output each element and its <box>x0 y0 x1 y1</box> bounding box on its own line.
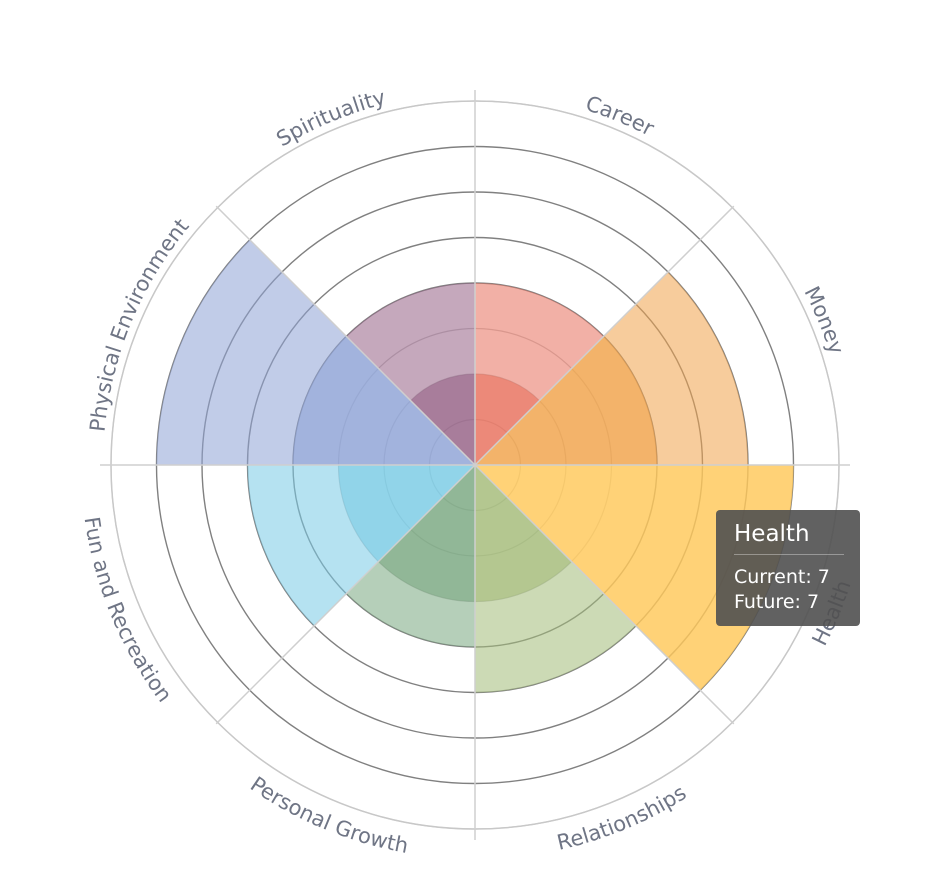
sector-current[interactable] <box>475 336 657 465</box>
category-label: Career <box>583 91 658 141</box>
category-label: Fun and Recreation <box>80 515 177 706</box>
sector-current[interactable] <box>475 373 540 465</box>
category-label: Spirituality <box>272 85 388 151</box>
tooltip-current: Current: 7 <box>734 566 830 588</box>
spoke <box>215 464 476 725</box>
sector-current[interactable] <box>378 465 475 602</box>
spoke <box>474 464 735 725</box>
category-label: Relationships <box>555 781 691 855</box>
sector-current[interactable] <box>293 336 475 465</box>
category-label: Money <box>799 283 848 357</box>
tooltip: Health Current: 7 Future: 7 <box>716 510 860 626</box>
sector-current[interactable] <box>475 465 572 602</box>
category-label: Personal Growth <box>246 772 410 858</box>
sector-current[interactable] <box>338 465 476 562</box>
spoke <box>215 205 476 466</box>
sector-current[interactable] <box>475 465 794 691</box>
tooltip-divider <box>734 554 844 555</box>
spokes <box>100 90 850 840</box>
tooltip-title: Health <box>734 521 810 547</box>
tooltip-future: Future: 7 <box>734 591 820 613</box>
sector-current[interactable] <box>410 374 475 465</box>
sectors <box>156 239 794 693</box>
spoke <box>474 205 735 466</box>
